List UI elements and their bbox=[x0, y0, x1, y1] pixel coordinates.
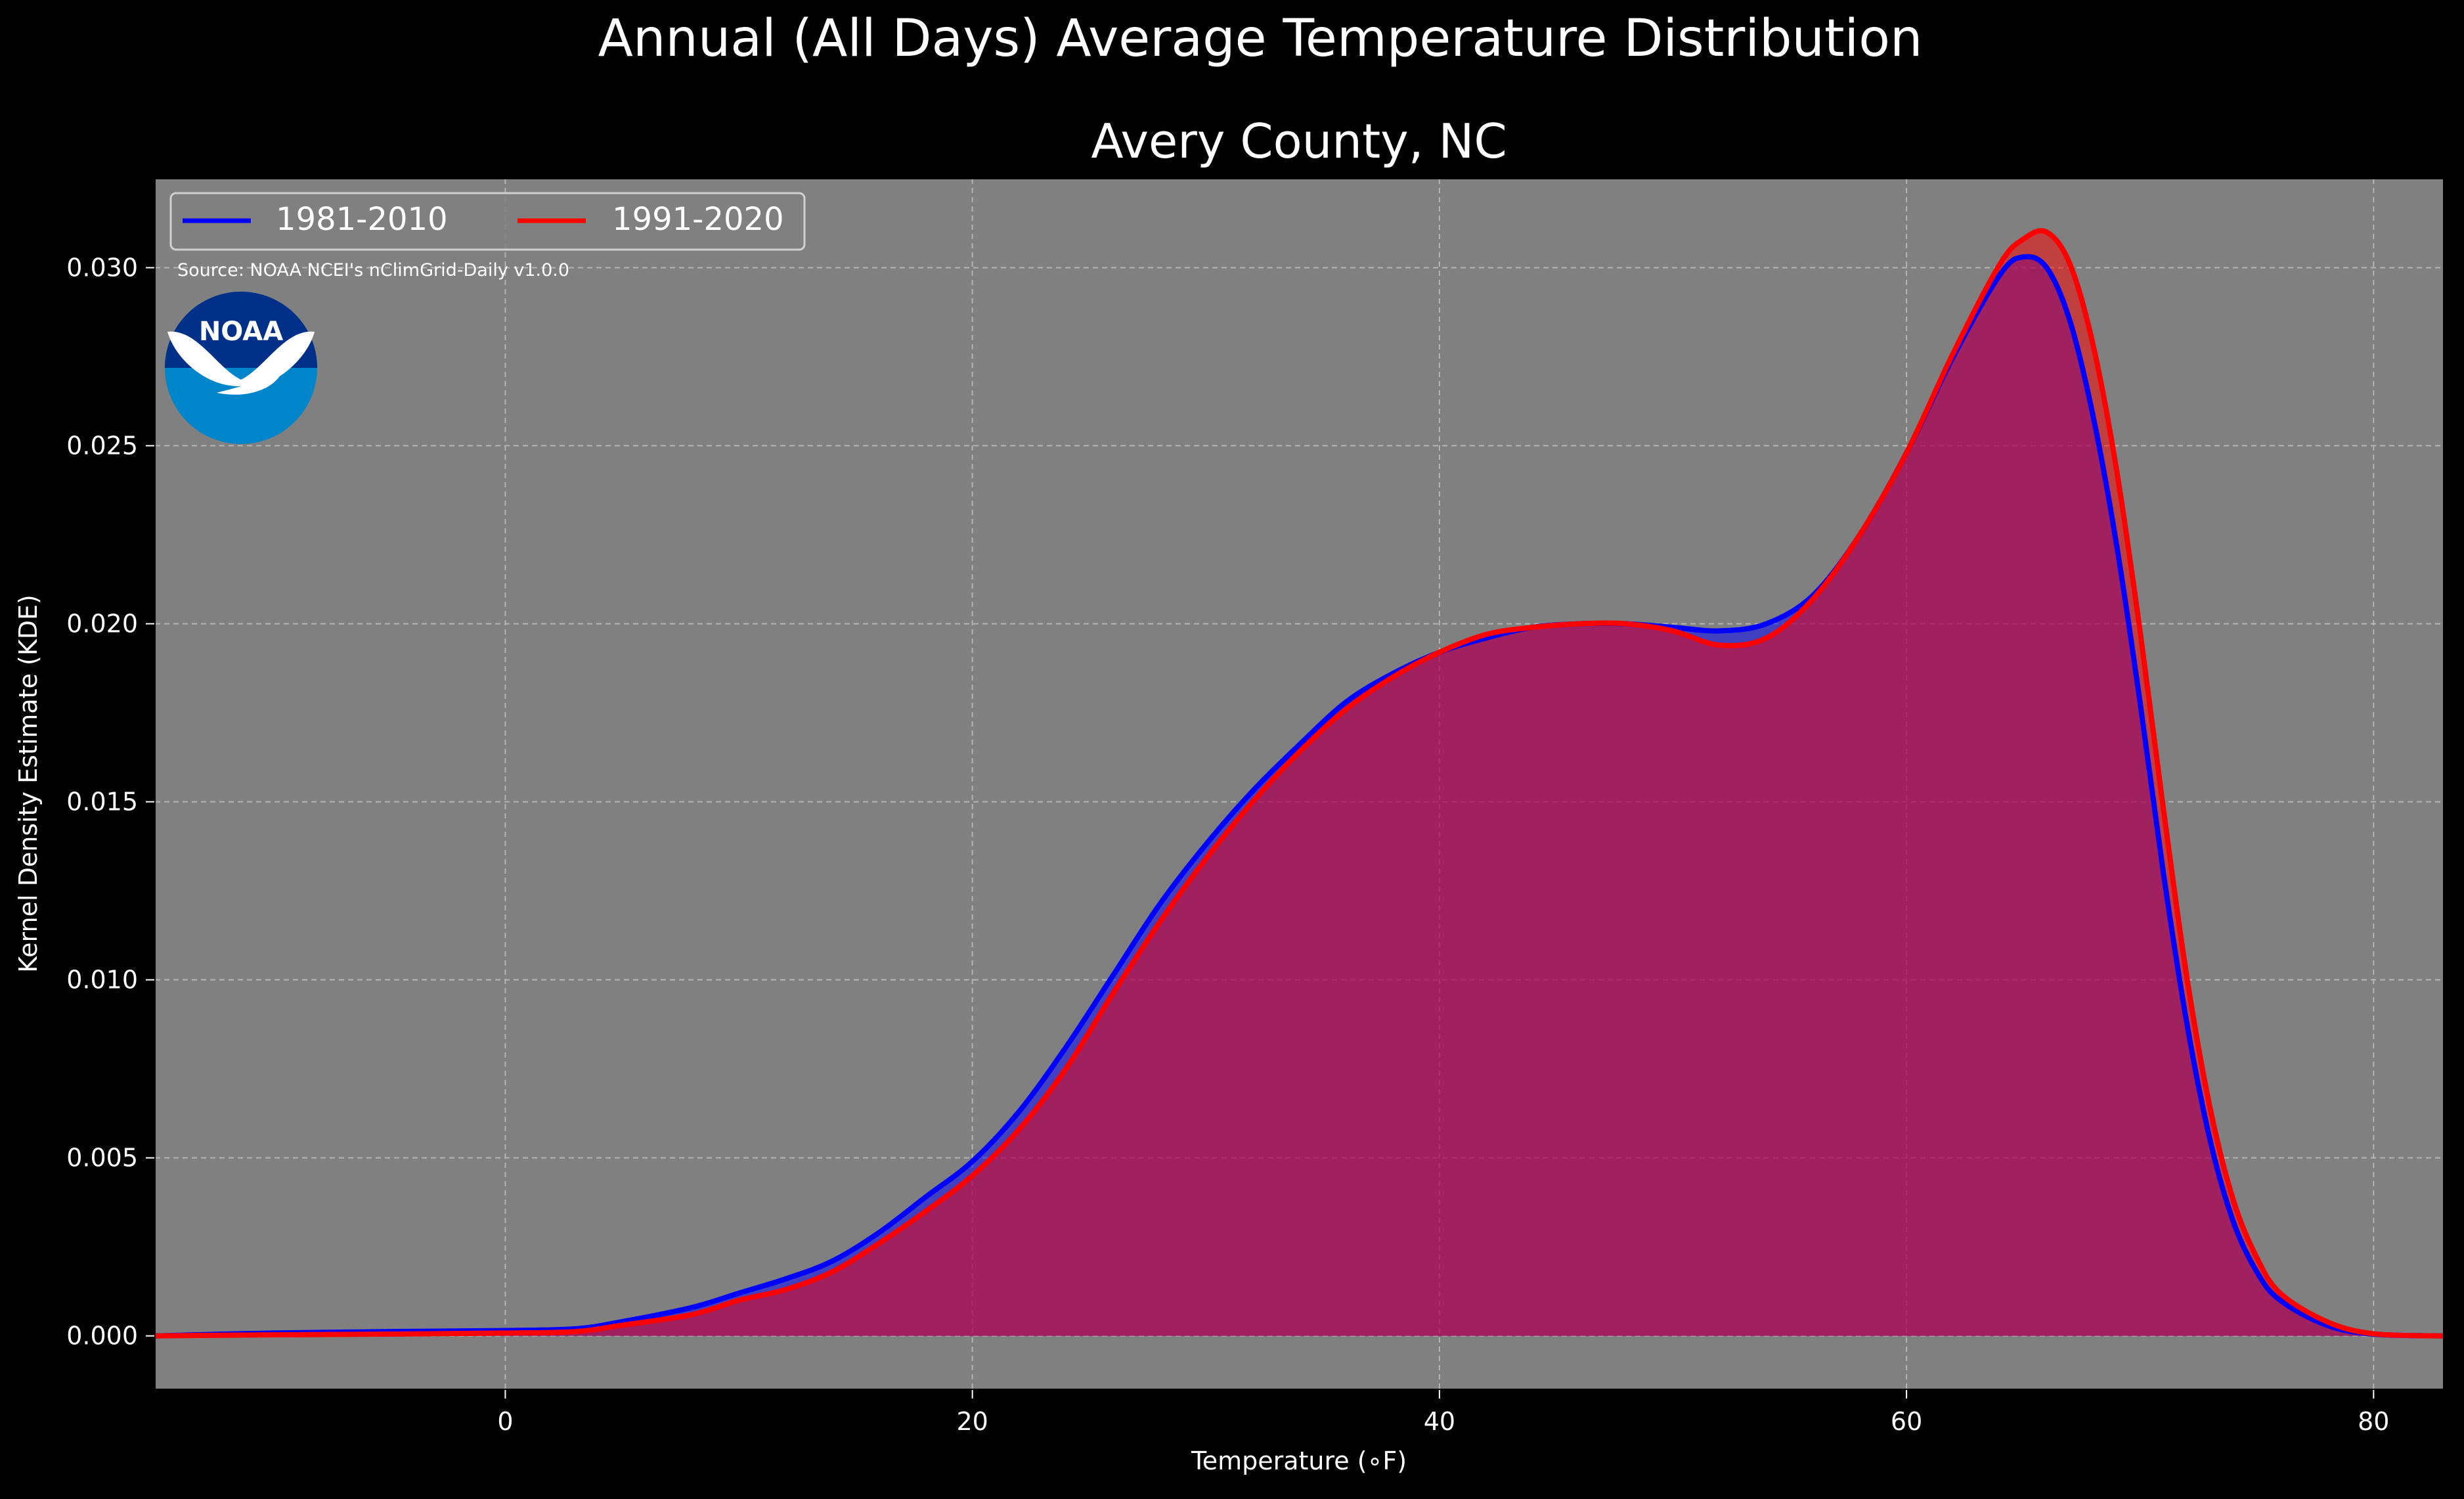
legend: 1981-2010 1991-2020 bbox=[169, 192, 806, 251]
legend-box bbox=[169, 192, 806, 251]
x-tick-label: 60 bbox=[1891, 1407, 1922, 1436]
y-tick-label: 0.020 bbox=[66, 610, 138, 638]
plot-frame bbox=[154, 178, 2444, 1390]
y-tick-label: 0.005 bbox=[66, 1144, 138, 1173]
legend-label-1991-2020: 1991-2020 bbox=[612, 201, 784, 238]
y-axis-ticks: 0.000 0.005 0.010 0.015 0.020 0.025 0.030 bbox=[66, 254, 155, 1351]
x-axis-ticks: 0 20 40 60 80 bbox=[497, 1389, 2389, 1436]
x-tick-label: 20 bbox=[956, 1407, 988, 1436]
series-layer bbox=[154, 228, 2444, 1339]
figure-suptitle: Annual (All Days) Average Temperature Di… bbox=[598, 9, 1923, 68]
y-tick-label: 0.000 bbox=[66, 1322, 138, 1351]
noaa-logo-text: NOAA bbox=[199, 317, 283, 347]
chart-title: Avery County, NC bbox=[1091, 114, 1507, 169]
noaa-logo: NOAA bbox=[165, 292, 317, 444]
x-tick-label: 40 bbox=[1424, 1407, 1455, 1436]
y-tick-label: 0.025 bbox=[66, 432, 138, 460]
legend-label-1981-2010: 1981-2010 bbox=[276, 201, 448, 238]
y-tick-label: 0.030 bbox=[66, 254, 138, 282]
y-axis-label: Kernel Density Estimate (KDE) bbox=[14, 594, 43, 973]
y-tick-label: 0.010 bbox=[66, 966, 138, 995]
area-1991-2020 bbox=[155, 231, 2444, 1336]
y-tick-label: 0.015 bbox=[66, 788, 138, 817]
source-note: Source: NOAA NCEI's nClimGrid-Daily v1.0… bbox=[177, 260, 569, 280]
line-1991-2020 bbox=[154, 228, 2444, 1339]
x-tick-label: 0 bbox=[497, 1407, 513, 1436]
x-axis-label: Temperature (∘F) bbox=[1191, 1446, 1407, 1475]
x-tick-label: 80 bbox=[2358, 1407, 2389, 1436]
